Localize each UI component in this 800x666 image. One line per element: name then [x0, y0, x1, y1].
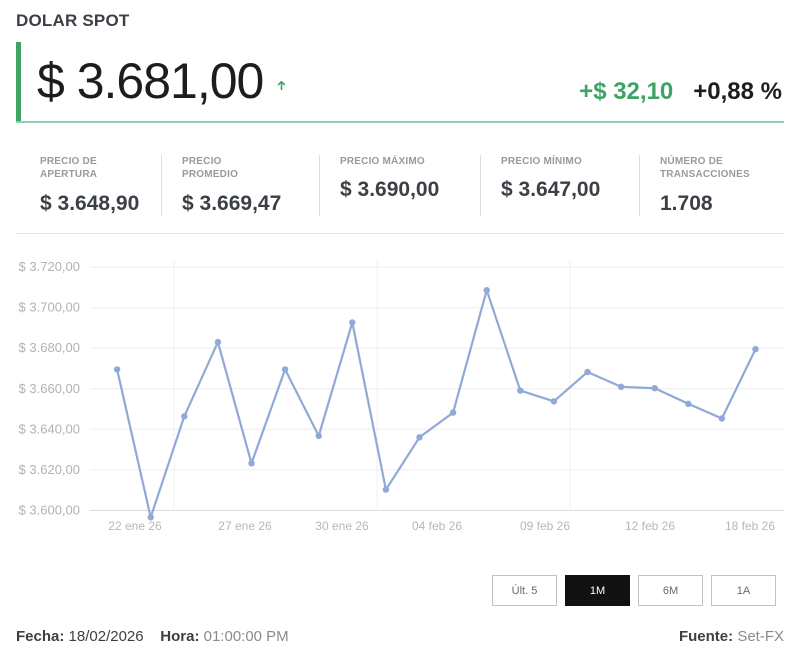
- svg-text:12 feb 26: 12 feb 26: [625, 519, 675, 533]
- svg-text:27 ene 26: 27 ene 26: [218, 519, 272, 533]
- svg-text:$ 3.600,00: $ 3.600,00: [19, 502, 80, 517]
- svg-text:$ 3.680,00: $ 3.680,00: [19, 340, 80, 355]
- svg-text:18 feb 26: 18 feb 26: [725, 519, 775, 533]
- svg-text:22 ene 26: 22 ene 26: [108, 519, 162, 533]
- svg-text:$ 3.700,00: $ 3.700,00: [19, 300, 80, 315]
- svg-text:$ 3.720,00: $ 3.720,00: [19, 259, 80, 274]
- svg-text:04 feb 26: 04 feb 26: [412, 519, 462, 533]
- svg-text:30 ene 26: 30 ene 26: [315, 519, 369, 533]
- svg-text:09 feb 26: 09 feb 26: [520, 519, 570, 533]
- svg-text:$ 3.660,00: $ 3.660,00: [19, 381, 80, 396]
- svg-text:$ 3.640,00: $ 3.640,00: [19, 421, 80, 436]
- svg-text:$ 3.620,00: $ 3.620,00: [19, 462, 80, 477]
